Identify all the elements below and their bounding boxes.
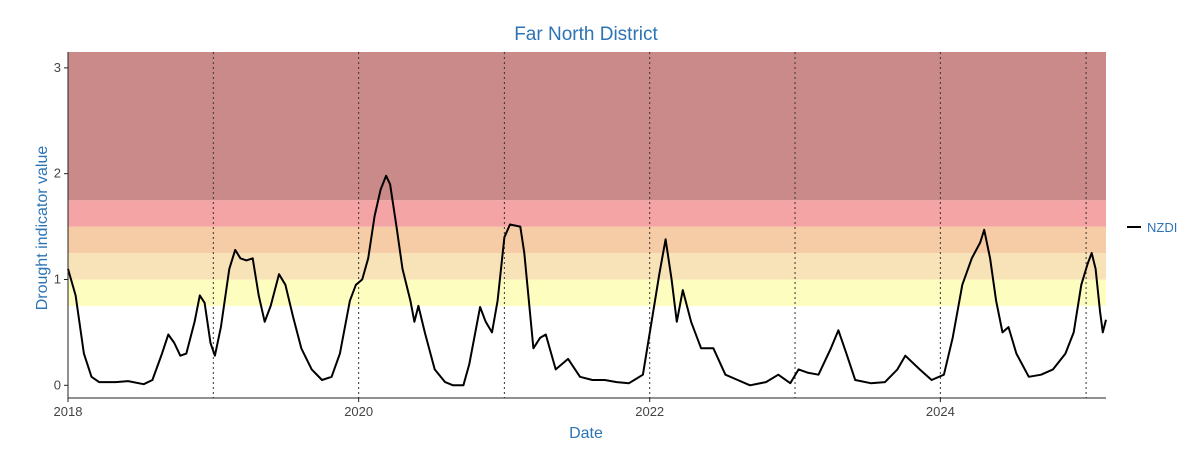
severity-band-3 (68, 200, 1106, 227)
y-tick-label-2: 2 (54, 166, 61, 181)
legend: NZDI (1127, 220, 1177, 235)
axes (67, 52, 1106, 399)
severity-band-0 (68, 279, 1106, 306)
y-axis-title: Drought indicator value (34, 146, 51, 311)
severity-band-2 (68, 226, 1106, 254)
severity-band-4 (68, 52, 1106, 201)
legend-label-nzdi: NZDI (1147, 220, 1177, 235)
x-tick-label-2024: 2024 (926, 404, 955, 419)
series-line-nzdi (67, 174, 1107, 387)
chart-title: Far North District (514, 24, 658, 45)
y-tick-label-0: 0 (54, 377, 61, 392)
x-axis-title: Date (569, 425, 603, 442)
y-tick-label-1: 1 (54, 271, 61, 286)
y-tick-label-3: 3 (54, 60, 61, 75)
x-tick-label-2018: 2018 (54, 404, 83, 419)
y-axis-ticks: 0 1 2 3 (54, 60, 68, 392)
x-tick-label-2020: 2020 (344, 404, 373, 419)
severity-band-1 (68, 253, 1106, 280)
series-layer (67, 174, 1107, 387)
x-axis-ticks: 2018 2020 2022 2024 (54, 398, 955, 419)
severity-bands (68, 52, 1106, 306)
x-tick-label-2022: 2022 (635, 404, 664, 419)
